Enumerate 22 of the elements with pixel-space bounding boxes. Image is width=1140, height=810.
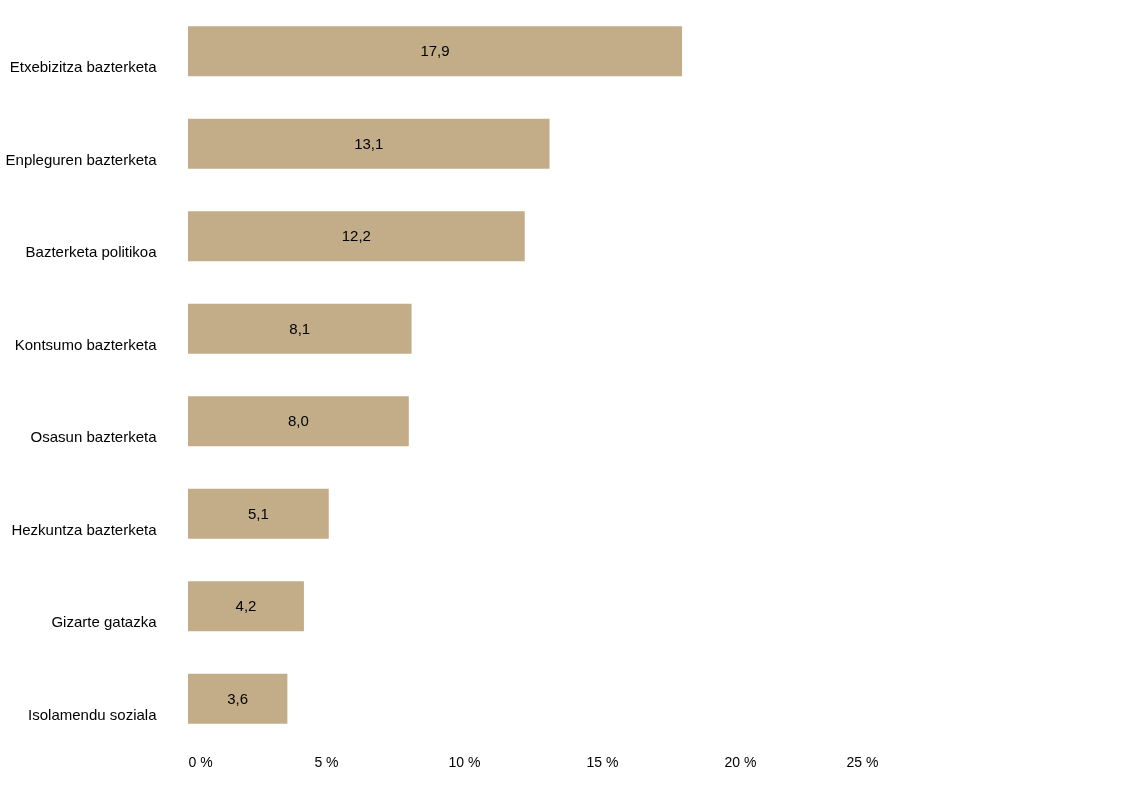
x-tick-label: 5 % (314, 753, 339, 770)
data-label: 12,2 (341, 227, 371, 245)
data-label: 3,6 (227, 689, 249, 707)
y-tick-label: Hezkuntza bazterketa (11, 520, 158, 538)
y-tick-label: Kontsumo bazterketa (14, 335, 158, 353)
data-label: 4,2 (235, 597, 257, 615)
data-label: 8,1 (289, 319, 311, 337)
y-tick-label: Osasun bazterketa (30, 428, 158, 446)
data-label: 17,9 (420, 42, 450, 60)
y-tick-label: Bazterketa politikoa (25, 243, 158, 261)
data-label: 13,1 (354, 134, 384, 152)
y-tick-label: Enpleguren bazterketa (5, 150, 158, 168)
x-tick-label: 25 % (846, 753, 879, 770)
x-tick-label: 10 % (448, 753, 481, 770)
y-tick-label: Gizarte gatazka (51, 613, 158, 631)
y-tick-label: Isolamendu soziala (28, 705, 158, 723)
data-label: 8,0 (287, 412, 309, 430)
data-label: 5,1 (247, 504, 269, 522)
x-tick-label: 15 % (586, 753, 619, 770)
x-tick-label: 20 % (724, 753, 757, 770)
y-tick-label: Etxebizitza bazterketa (9, 58, 158, 76)
x-tick-label: 0 % (188, 753, 213, 770)
